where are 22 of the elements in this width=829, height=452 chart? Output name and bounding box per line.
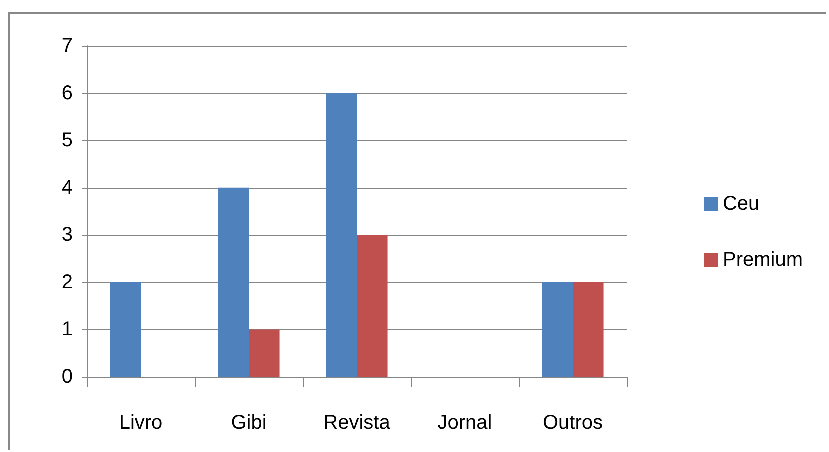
y-tick-label: 2	[62, 271, 73, 294]
legend-label: Premium	[722, 249, 804, 271]
x-tick-label: Gibi	[231, 412, 267, 434]
x-tick-label: Outros	[542, 412, 604, 434]
y-tick-label: 1	[62, 318, 73, 341]
x-tick-label: Revista	[324, 412, 392, 434]
y-tick-label: 6	[62, 82, 73, 104]
y-tick-label: 3	[62, 224, 73, 246]
bar	[357, 235, 388, 377]
y-tick-label: 5	[62, 130, 73, 152]
bar	[110, 282, 141, 377]
y-tick-label: 4	[62, 176, 73, 199]
bar	[542, 282, 573, 377]
bar	[326, 93, 357, 377]
y-tick-label: 7	[62, 35, 73, 57]
y-tick-label: 0	[62, 366, 73, 388]
bar	[218, 188, 249, 377]
x-tick-label: Jornal	[438, 412, 492, 434]
x-tick-label: Livro	[119, 412, 163, 434]
bar	[573, 282, 604, 377]
legend-label: Ceu	[722, 193, 760, 215]
bar	[249, 330, 280, 377]
